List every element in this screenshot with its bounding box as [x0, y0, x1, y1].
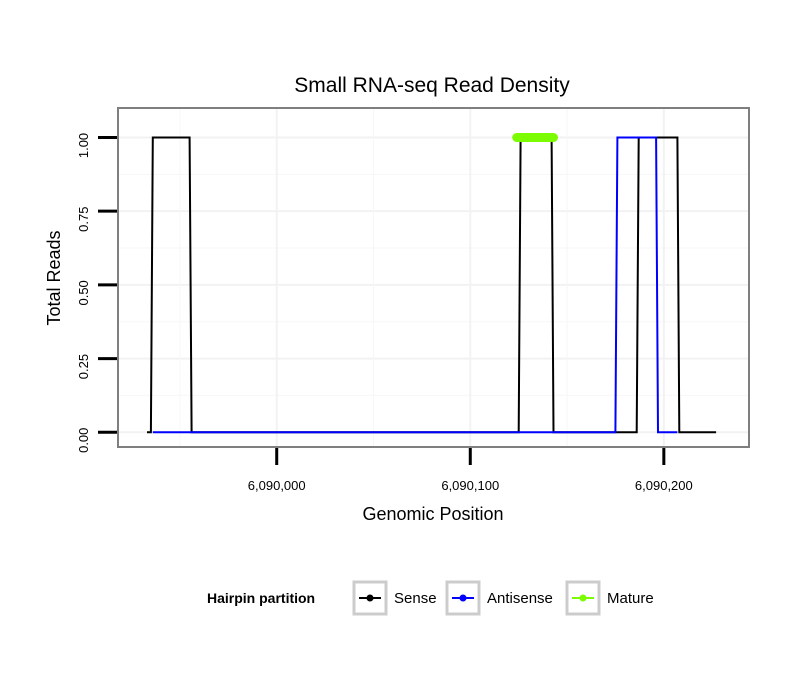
- x-axis-title: Genomic Position: [362, 504, 503, 524]
- y-tick-label: 0.00: [76, 428, 91, 453]
- y-axis: 0.00 0.25 0.50 0.75 1.00: [76, 133, 117, 453]
- legend-label: Antisense: [487, 590, 553, 607]
- x-tick-label: 6,090,200: [635, 478, 693, 493]
- y-tick-label: 0.50: [76, 280, 91, 305]
- x-axis: 6,090,000 6,090,100 6,090,200: [248, 448, 693, 493]
- grid-lines: [118, 108, 749, 447]
- plot-panel-border: [117, 107, 750, 448]
- legend-label: Sense: [394, 590, 437, 607]
- legend-item-mature: Mature: [565, 580, 654, 616]
- legend: Hairpin partition Sense Antisense Mature: [207, 580, 654, 616]
- y-tick-label: 1.00: [76, 133, 91, 158]
- legend-key-point: [459, 594, 467, 602]
- y-tick-label: 0.25: [76, 354, 91, 379]
- y-axis-title: Total Reads: [44, 230, 64, 325]
- legend-item-antisense: Antisense: [445, 580, 553, 616]
- y-tick-label: 0.75: [76, 207, 91, 232]
- legend-key-point: [366, 594, 374, 602]
- legend-title: Hairpin partition: [207, 590, 315, 606]
- legend-key-point: [579, 594, 587, 602]
- series-line-antisense: [152, 136, 678, 434]
- series-layer: [147, 133, 717, 434]
- x-tick-label: 6,090,000: [248, 478, 306, 493]
- legend-label: Mature: [607, 590, 654, 607]
- x-tick-label: 6,090,100: [441, 478, 499, 493]
- legend-item-sense: Sense: [352, 580, 437, 616]
- chart-title: Small RNA-seq Read Density: [294, 74, 570, 97]
